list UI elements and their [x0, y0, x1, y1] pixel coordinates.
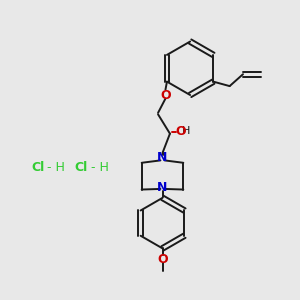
Text: O: O: [160, 88, 171, 101]
Text: O: O: [175, 125, 186, 138]
Text: H: H: [182, 126, 190, 136]
Text: - H: - H: [91, 161, 108, 174]
Text: Cl: Cl: [31, 161, 44, 174]
Text: N: N: [157, 151, 168, 164]
Text: Cl: Cl: [74, 161, 88, 174]
Text: O: O: [157, 253, 168, 266]
Text: N: N: [157, 181, 168, 194]
Text: - H: - H: [47, 161, 65, 174]
